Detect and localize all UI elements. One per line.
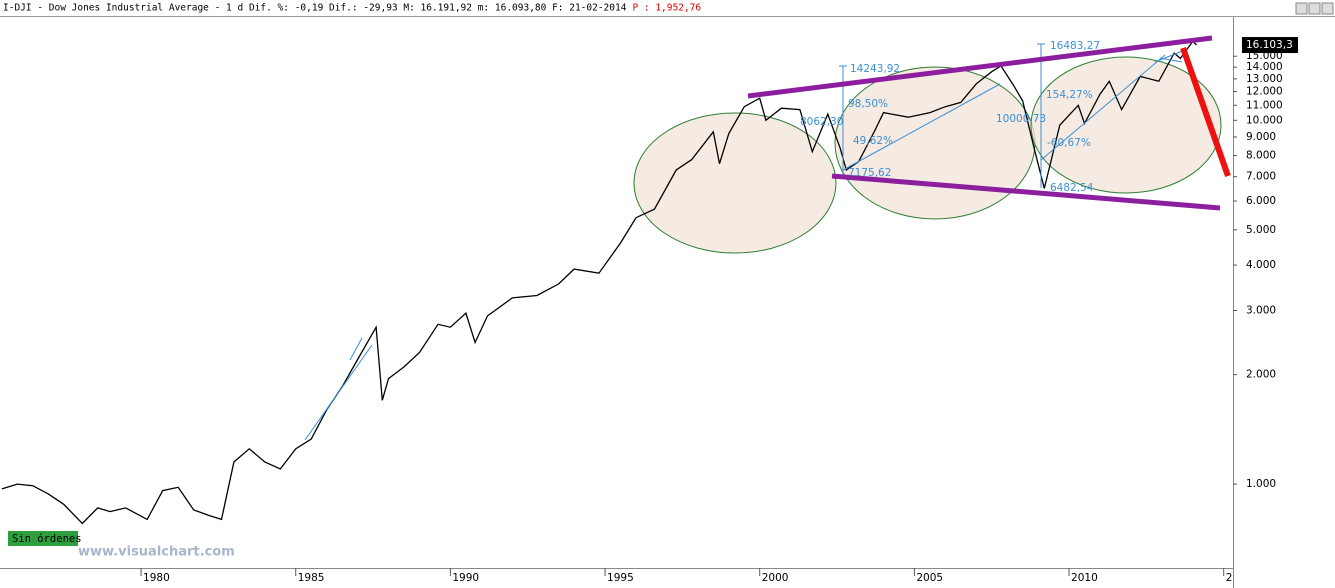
price-line xyxy=(1,40,1197,525)
y-tick-label: 15.000 xyxy=(1246,50,1283,62)
last-price-label: 16.103,3 xyxy=(1246,39,1293,51)
measure-label: 6482,54 xyxy=(1050,182,1094,194)
y-tick-label: 12.000 xyxy=(1246,86,1283,98)
y-tick-label: 6.000 xyxy=(1246,195,1276,207)
y-tick-label: 8.000 xyxy=(1246,150,1276,162)
chart-subtitle: P : 1,952,76 xyxy=(632,3,701,14)
x-tick-label: 1990 xyxy=(452,572,479,584)
status-badge-text: Sin órdenes xyxy=(12,533,82,545)
forecast-arrow xyxy=(1180,47,1231,177)
measure-label: 10000,73 xyxy=(996,113,1046,125)
y-tick-label: 5.000 xyxy=(1246,224,1276,236)
channel-upper xyxy=(747,35,1213,99)
x-tick-label: 2005 xyxy=(916,572,943,584)
status-badge xyxy=(8,531,78,546)
y-tick-label: 10.000 xyxy=(1246,114,1283,126)
trend-line xyxy=(304,344,373,441)
window-buttons xyxy=(1295,2,1334,15)
trend-line xyxy=(1159,57,1183,63)
y-tick-label: 13.000 xyxy=(1246,73,1283,85)
y-tick-label: 4.000 xyxy=(1246,259,1276,271)
x-tick-label: 1995 xyxy=(607,572,634,584)
trend-line xyxy=(349,337,363,361)
measure-label: -60,67% xyxy=(1047,137,1091,149)
channel-lower xyxy=(831,173,1221,211)
cycle-ellipse xyxy=(633,112,837,254)
y-tick-label: 14.000 xyxy=(1246,61,1283,73)
measure-label: 8062,30 xyxy=(800,116,843,128)
x-tick-label: 2000 xyxy=(762,572,789,584)
cycle-ellipse xyxy=(1030,56,1222,194)
measure-label: 14243,92 xyxy=(850,63,900,75)
measure-label: 16483,27 xyxy=(1050,40,1100,52)
measure-label: 98,50% xyxy=(848,98,888,110)
trend-line xyxy=(1154,49,1186,63)
chart-title: I-DJI - Dow Jones Industrial Average - 1… xyxy=(3,3,627,14)
y-tick-label: 11.000 xyxy=(1246,99,1283,111)
measure-label: 154,27% xyxy=(1046,89,1093,101)
y-tick-label: 1.000 xyxy=(1246,478,1276,490)
x-tick-label: 1980 xyxy=(143,572,170,584)
x-tick-label: 2 xyxy=(1226,572,1233,584)
y-tick-label: 7.000 xyxy=(1246,171,1276,183)
drawings xyxy=(304,35,1231,441)
trend-line xyxy=(842,83,1001,171)
x-tick-label: 1985 xyxy=(298,572,325,584)
measure-label: 49,62% xyxy=(853,135,893,147)
close-button[interactable] xyxy=(1321,2,1334,15)
plot xyxy=(1,40,1197,525)
y-tick-label: 2.000 xyxy=(1246,369,1276,381)
measure-label: 7175,62 xyxy=(848,167,891,179)
last-price-box xyxy=(1242,37,1298,54)
watermark: www.visualchart.com xyxy=(78,545,235,560)
minimize-button[interactable] xyxy=(1295,2,1308,15)
trend-line xyxy=(1040,54,1166,161)
y-tick-label: 3.000 xyxy=(1246,305,1276,317)
y-tick-label: 9.000 xyxy=(1246,131,1276,143)
maximize-button[interactable] xyxy=(1308,2,1321,15)
x-tick-label: 2010 xyxy=(1071,572,1098,584)
